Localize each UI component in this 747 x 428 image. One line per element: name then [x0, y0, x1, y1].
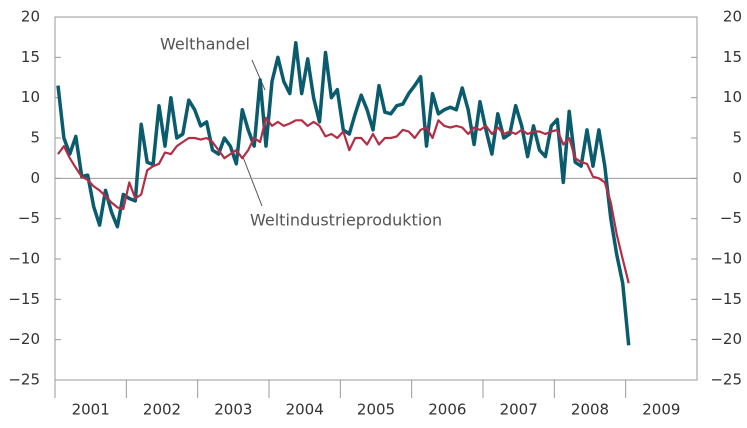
series-line	[57, 116, 630, 284]
x-tick-label: 2008	[571, 401, 609, 419]
x-tick-label: 2006	[428, 401, 466, 419]
y2-tick-label: 5	[732, 129, 742, 147]
x-tick-label: 2009	[642, 401, 680, 419]
annotation: Weltindustrieproduktion	[250, 211, 442, 230]
y-tick-label: 5	[30, 129, 40, 147]
x-tick-label: 2007	[500, 401, 538, 419]
x-tick-label: 2003	[214, 401, 252, 419]
y-tick-label: −25	[8, 371, 40, 389]
leader-line	[251, 59, 266, 91]
y-tick-label: −5	[18, 209, 40, 227]
y2-tick-label: 10	[723, 88, 742, 106]
annotation: Welthandel	[160, 35, 250, 54]
y-tick-label: −20	[8, 330, 40, 348]
x-tick-label: 2004	[286, 401, 324, 419]
y-tick-label: −15	[8, 290, 40, 308]
y-tick-label: 10	[21, 88, 40, 106]
y2-tick-label: −5	[720, 209, 742, 227]
y-tick-label: −10	[8, 250, 40, 268]
y-tick-label: 15	[21, 48, 40, 66]
y2-tick-label: −20	[710, 330, 742, 348]
y2-tick-label: −15	[710, 290, 742, 308]
y-tick-label: 0	[30, 169, 40, 187]
y-tick-label: 20	[21, 8, 40, 26]
plot-frame	[54, 16, 698, 381]
y2-tick-label: −25	[710, 371, 742, 389]
x-tick-label: 2005	[357, 401, 395, 419]
y2-tick-label: 20	[723, 8, 742, 26]
y2-tick-label: 0	[732, 169, 742, 187]
y2-tick-label: 15	[723, 48, 742, 66]
y2-tick-label: −10	[710, 250, 742, 268]
x-tick-label: 2001	[72, 401, 110, 419]
series-line	[56, 41, 631, 346]
x-tick-label: 2002	[143, 401, 181, 419]
leader-line	[242, 156, 263, 207]
